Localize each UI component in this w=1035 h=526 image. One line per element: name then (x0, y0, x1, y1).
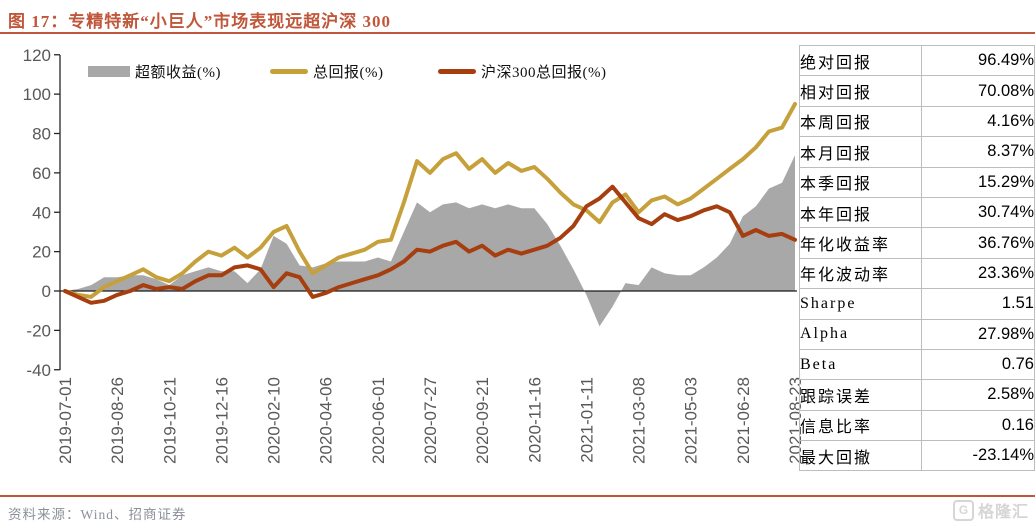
legend-item-2: 沪深300总回报(%) (438, 62, 607, 81)
legend-label: 超额收益(%) (135, 64, 221, 81)
table-row: 绝对回报 96.49% (799, 44, 1035, 77)
x-axis-label: 2021-05-03 (682, 377, 701, 464)
stat-value: 27.98% (921, 318, 1035, 350)
table-row: Alpha 27.98% (799, 318, 1035, 350)
stat-label: 相对回报 (799, 75, 922, 107)
title-underline (0, 32, 1035, 34)
y-axis-label: 60 (32, 164, 51, 183)
line-series-1 (63, 184, 797, 305)
legend-item-0: 超额收益(%) (88, 62, 221, 81)
stat-value: 0.76 (921, 348, 1035, 381)
stat-label: 最大回撤 (799, 440, 922, 472)
stat-value: -23.14% (921, 440, 1035, 472)
x-axis-label: 2021-06-28 (734, 377, 753, 464)
watermark-text: 格隆汇 (977, 504, 1029, 521)
area-excess-return (65, 155, 795, 327)
table-row: 本周回报 4.16% (799, 105, 1035, 138)
source-text: 资料来源：Wind、招商证券 (8, 507, 187, 522)
table-row: 本年回报 30.74% (799, 196, 1035, 229)
line-series-0 (63, 102, 797, 299)
stat-label: 本年回报 (799, 196, 922, 229)
y-axis-label: 100 (23, 85, 51, 104)
stat-value: 23.36% (921, 257, 1035, 290)
legend-line-swatch (438, 68, 476, 74)
stat-value: 4.16% (921, 105, 1035, 138)
footer-rule (0, 495, 1035, 497)
stat-label: 跟踪误差 (799, 379, 922, 411)
stat-value: 8.37% (921, 136, 1035, 168)
chart-svg: 120 100 80 60 40 20 0 -20 -40 2019-07-01 2019-08-2… (23, 46, 805, 464)
stat-value: 1.51 (921, 288, 1035, 320)
x-axis-label: 2019-12-16 (212, 377, 231, 464)
stat-value: 96.49% (921, 44, 1035, 77)
y-axis-label: 40 (32, 203, 51, 222)
stat-value: 30.74% (921, 196, 1035, 229)
legend-label: 总回报(%) (313, 64, 384, 81)
stat-label: Sharpe (799, 288, 922, 320)
table-row: 相对回报 70.08% (799, 75, 1035, 107)
stat-label: Beta (799, 348, 922, 381)
stat-value: 70.08% (921, 75, 1035, 107)
table-row: 本季回报 15.29% (799, 166, 1035, 198)
x-axis-label: 2020-04-06 (317, 377, 336, 464)
y-axis-label: 20 (32, 243, 51, 262)
legend-area-swatch (88, 65, 130, 77)
x-axis-label: 2019-08-26 (108, 377, 127, 464)
y-axis-label: 120 (23, 46, 51, 65)
stat-label: 本月回报 (799, 136, 922, 168)
x-axis-label: 2020-07-27 (421, 377, 440, 464)
stat-value: 0.16 (921, 409, 1035, 442)
stat-label: 年化收益率 (799, 227, 922, 259)
x-axis-label: 2020-06-01 (369, 377, 388, 464)
y-axis-label: -20 (26, 321, 51, 340)
stat-label: 年化波动率 (799, 257, 922, 290)
table-row: 信息比率 0.16 (799, 409, 1035, 442)
watermark-logo: G 格隆汇 (952, 498, 1029, 522)
table-row: 年化波动率 23.36% (799, 257, 1035, 290)
table-row: 年化收益率 36.76% (799, 227, 1035, 259)
table-row: Sharpe 1.51 (799, 288, 1035, 320)
legend-item-1: 总回报(%) (270, 62, 384, 81)
x-axis-label: 2021-03-08 (630, 377, 649, 464)
table-row: Beta 0.76 (799, 348, 1035, 381)
stat-label: 本周回报 (799, 105, 922, 138)
stats-table: 绝对回报 96.49% 相对回报 70.08% 本周回报 4.16% 本月回报 8.37% 本季… (799, 44, 1035, 472)
y-axis-label: -40 (26, 361, 51, 380)
x-axis-label: 2020-09-21 (473, 377, 492, 464)
x-axis-label: 2020-11-16 (525, 377, 544, 463)
stat-label: Alpha (799, 318, 922, 350)
table-row: 本月回报 8.37% (799, 136, 1035, 168)
legend-label: 沪深300总回报(%) (481, 64, 607, 81)
y-axis-label: 0 (42, 282, 51, 301)
stat-value: 2.58% (921, 379, 1035, 411)
stat-label: 本季回报 (799, 166, 922, 198)
legend-line-swatch (270, 68, 308, 74)
figure-title: 图 17：专精特新“小巨人”市场表现远超沪深 300 (8, 12, 391, 31)
y-axis-label: 80 (32, 125, 51, 144)
table-row: 跟踪误差 2.58% (799, 379, 1035, 411)
x-axis-label: 2019-10-21 (160, 377, 179, 464)
stat-label: 信息比率 (799, 409, 922, 442)
table-row: 最大回撤 -23.14% (799, 440, 1035, 472)
watermark-g-icon: G (952, 499, 974, 521)
x-axis-label: 2021-01-11 (577, 377, 596, 463)
stat-label: 绝对回报 (799, 44, 922, 77)
stat-value: 15.29% (921, 166, 1035, 198)
x-axis-label: 2020-02-10 (265, 377, 284, 464)
x-axis-label: 2019-07-01 (56, 377, 75, 464)
stat-value: 36.76% (921, 227, 1035, 259)
